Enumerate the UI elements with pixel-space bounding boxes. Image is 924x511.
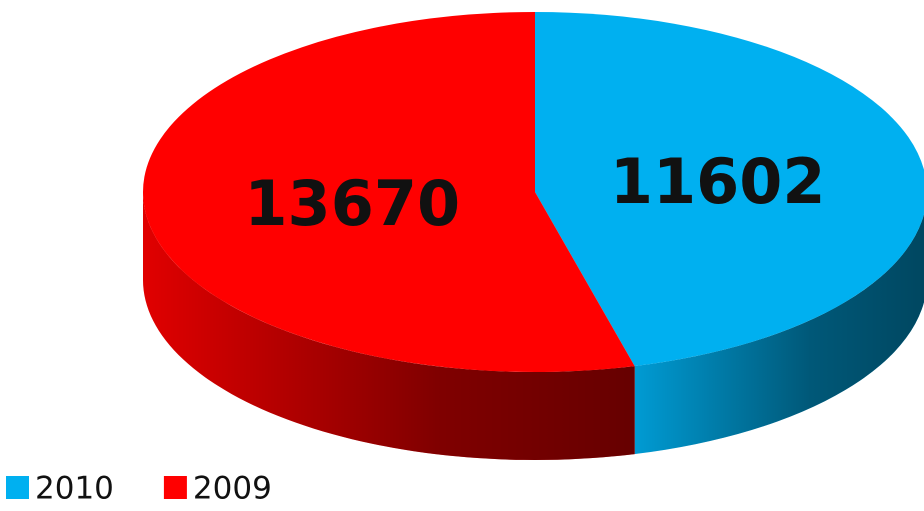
data-label: 13670: [244, 167, 460, 240]
legend-label: 2009: [193, 471, 272, 507]
legend-swatch: [6, 476, 29, 499]
legend-swatch: [163, 476, 187, 499]
slice-side-shade: [634, 214, 924, 455]
legend-label: 2010: [35, 471, 114, 507]
slice: [143, 12, 635, 372]
slice-side-shade: [143, 192, 635, 460]
slice: [535, 12, 924, 367]
data-label: 11602: [610, 145, 826, 218]
